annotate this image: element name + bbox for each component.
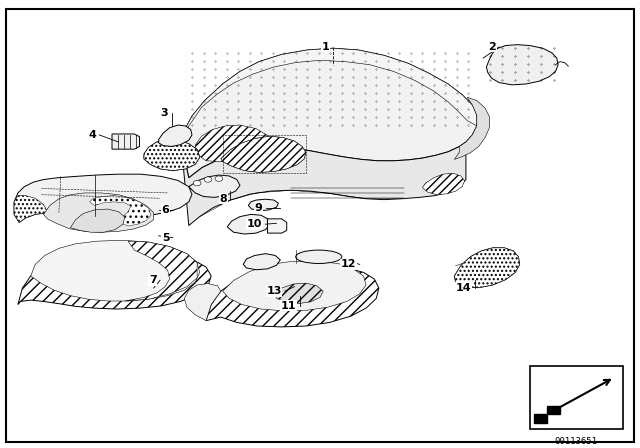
Polygon shape bbox=[275, 283, 323, 304]
Polygon shape bbox=[248, 199, 278, 211]
Text: 10: 10 bbox=[247, 219, 262, 229]
Text: 9: 9 bbox=[255, 202, 262, 213]
Circle shape bbox=[204, 177, 212, 182]
Polygon shape bbox=[31, 240, 200, 301]
Polygon shape bbox=[221, 136, 306, 172]
Polygon shape bbox=[70, 209, 125, 232]
Text: 3: 3 bbox=[161, 108, 168, 117]
Polygon shape bbox=[454, 248, 520, 288]
Text: 2: 2 bbox=[488, 42, 496, 52]
Polygon shape bbox=[243, 254, 280, 270]
Polygon shape bbox=[44, 193, 154, 232]
Circle shape bbox=[215, 176, 223, 181]
Polygon shape bbox=[195, 125, 269, 162]
Text: 12: 12 bbox=[341, 259, 356, 269]
Polygon shape bbox=[454, 97, 490, 159]
Text: 00113651: 00113651 bbox=[555, 437, 598, 446]
Polygon shape bbox=[181, 142, 466, 225]
Polygon shape bbox=[227, 214, 270, 234]
Polygon shape bbox=[486, 45, 558, 85]
Ellipse shape bbox=[296, 250, 342, 263]
Polygon shape bbox=[144, 139, 200, 171]
Circle shape bbox=[193, 181, 201, 186]
Polygon shape bbox=[534, 414, 547, 423]
Polygon shape bbox=[144, 139, 200, 171]
Polygon shape bbox=[90, 196, 151, 226]
Text: 13: 13 bbox=[266, 286, 282, 296]
Polygon shape bbox=[184, 284, 221, 321]
Polygon shape bbox=[547, 405, 560, 414]
Polygon shape bbox=[189, 175, 240, 198]
Polygon shape bbox=[181, 48, 477, 178]
Polygon shape bbox=[14, 196, 48, 222]
Polygon shape bbox=[268, 219, 287, 233]
Polygon shape bbox=[18, 254, 211, 309]
Polygon shape bbox=[112, 134, 140, 149]
Text: 14: 14 bbox=[456, 283, 472, 293]
Text: 5: 5 bbox=[162, 233, 170, 242]
Text: 4: 4 bbox=[88, 130, 96, 140]
Polygon shape bbox=[223, 261, 366, 311]
Polygon shape bbox=[182, 48, 477, 134]
Polygon shape bbox=[422, 173, 465, 195]
Polygon shape bbox=[221, 136, 306, 172]
Text: 8: 8 bbox=[220, 194, 227, 204]
Text: 1: 1 bbox=[322, 42, 330, 52]
Polygon shape bbox=[125, 241, 197, 301]
Polygon shape bbox=[159, 125, 192, 146]
Text: 11: 11 bbox=[281, 301, 296, 311]
Text: 7: 7 bbox=[149, 276, 157, 285]
Polygon shape bbox=[206, 266, 379, 327]
FancyBboxPatch shape bbox=[530, 366, 623, 429]
Polygon shape bbox=[14, 174, 192, 222]
Text: 6: 6 bbox=[162, 205, 170, 215]
Polygon shape bbox=[454, 248, 520, 288]
